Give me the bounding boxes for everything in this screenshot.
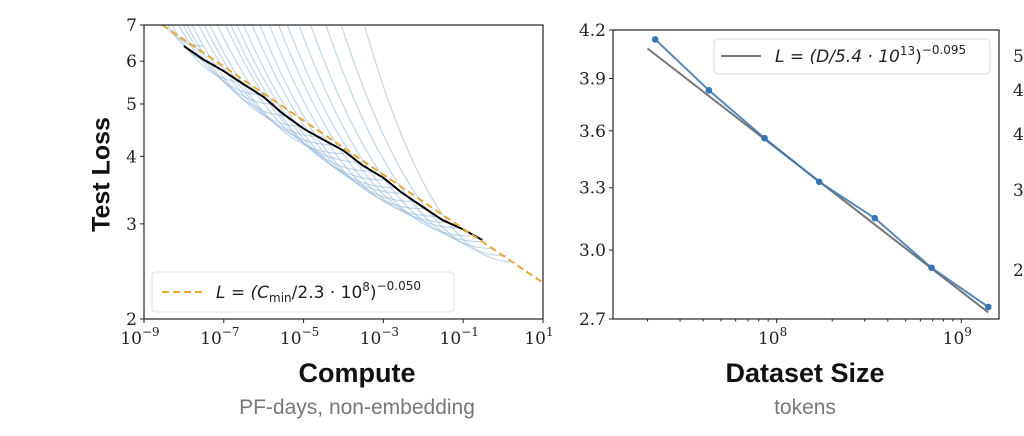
legend-box	[713, 38, 991, 75]
x-tick-label: 10−1	[440, 325, 479, 349]
y-tick-label: 3	[1013, 181, 1024, 201]
legend: L = (Cmin/2.3 · 108)−0.050	[151, 271, 455, 313]
learning-curve	[195, 25, 344, 154]
frontier-line	[183, 45, 483, 241]
dataset-panel: 2.7 3.0 3.3 3.6 3.9 4.2 108 109 L = (D/5.4 · 101…	[579, 21, 1000, 349]
x-tick-label: 101	[524, 325, 553, 349]
y-tick-label: 4	[126, 147, 137, 167]
legend: L = (D/5.4 · 1013)−0.095	[713, 38, 991, 75]
x-tick-label: 10−3	[360, 325, 399, 349]
dataset-title: Dataset Size	[725, 358, 885, 388]
learning-curve	[299, 25, 483, 243]
learning-curve	[247, 25, 424, 210]
dataset-subtitle: tokens	[774, 396, 836, 419]
x-tick-label: 108	[758, 325, 787, 349]
y-tick-label: 2	[1013, 261, 1024, 281]
learning-curve	[315, 25, 495, 250]
x-tick-exponent: −5	[302, 325, 320, 339]
y-tick-label: 4	[1013, 81, 1024, 101]
y-axis-label: Test Loss	[87, 117, 116, 232]
learning-curve	[202, 25, 363, 163]
x-tick-label: 10−9	[120, 325, 159, 349]
y-tick-label: 2.7	[579, 310, 606, 330]
x-tick-label: 10−7	[200, 325, 239, 349]
data-line	[654, 38, 989, 308]
data-point	[651, 36, 659, 43]
learning-curve	[266, 25, 448, 223]
learning-curve	[167, 25, 276, 105]
x-tick-exponent: −3	[381, 325, 399, 339]
x-tick-exponent: 1	[546, 325, 554, 339]
data-point	[705, 87, 713, 94]
data-point	[871, 214, 879, 222]
x-tick-exponent: −1	[461, 325, 479, 339]
x-tick-exponent: 9	[964, 325, 972, 339]
legend-text: L = (C	[216, 283, 269, 303]
y-tick-label: 6	[126, 52, 137, 72]
y-tick-label: 3.9	[579, 69, 606, 89]
x-tick-exponent: −9	[142, 325, 160, 339]
y-tick-label: 3.3	[579, 179, 606, 199]
compute-panel: 2 3 4 5 6 7 10−9 10−7 10−5 10−3 10−1 101 L = (Cmin/2…	[120, 16, 553, 349]
y-tick-label: 3.0	[579, 241, 606, 261]
y-tick-label: 2	[126, 310, 137, 330]
x-tick-exponent: 8	[780, 325, 788, 339]
legend-sup: −0.095	[922, 43, 966, 57]
data-point	[928, 264, 935, 272]
legend-sup: 8	[362, 280, 370, 294]
legend-sup: 13	[900, 44, 915, 58]
legend-text: )	[915, 47, 922, 67]
legend-text: L = (D/5.4 · 10	[775, 47, 900, 67]
learning-curve	[354, 25, 516, 263]
data-point	[984, 303, 992, 311]
legend-text: /2.3 · 10	[292, 283, 363, 303]
legend-sup: −0.050	[377, 279, 421, 293]
data-point	[815, 178, 823, 186]
y-tick-label: 4.2	[579, 21, 606, 41]
plot-frame	[143, 24, 544, 320]
learning-curve	[217, 25, 384, 181]
y-tick-label: 5	[1013, 47, 1024, 67]
x-tick-label: 10−5	[280, 325, 319, 349]
learning-curve	[287, 25, 471, 237]
legend-sub: min	[269, 291, 292, 305]
compute-subtitle: PF-days, non-embedding	[239, 396, 475, 419]
learning-curve	[275, 25, 460, 229]
legend-label: L = (Cmin/2.3 · 108)−0.050	[216, 279, 421, 305]
x-tick-label: 109	[943, 325, 972, 349]
third-panel-partial: 5 4 4 3 2	[1013, 47, 1024, 281]
x-tick-exponent: −7	[222, 325, 240, 339]
learning-curve	[230, 25, 403, 194]
legend-box	[151, 271, 455, 313]
y-tick-label: 3	[126, 215, 137, 235]
plot-frame	[612, 29, 1000, 320]
plot-area	[144, 25, 543, 284]
data-point	[761, 134, 768, 142]
learning-curve	[155, 25, 243, 83]
y-tick-label: 3.6	[579, 122, 606, 142]
y-tick-label: 7	[126, 16, 137, 36]
learning-curve	[177, 25, 304, 127]
y-tick-label: 4	[1013, 125, 1024, 145]
legend-label: L = (D/5.4 · 1013)−0.095	[775, 43, 966, 67]
y-tick-label: 5	[126, 95, 137, 115]
compute-title: Compute	[298, 358, 416, 388]
learning-curve	[162, 25, 264, 96]
learning-curve	[239, 25, 415, 203]
learning-curve	[183, 25, 323, 138]
learning-curve	[211, 25, 375, 173]
fit-line	[144, 25, 543, 284]
legend-text: )	[370, 283, 377, 303]
